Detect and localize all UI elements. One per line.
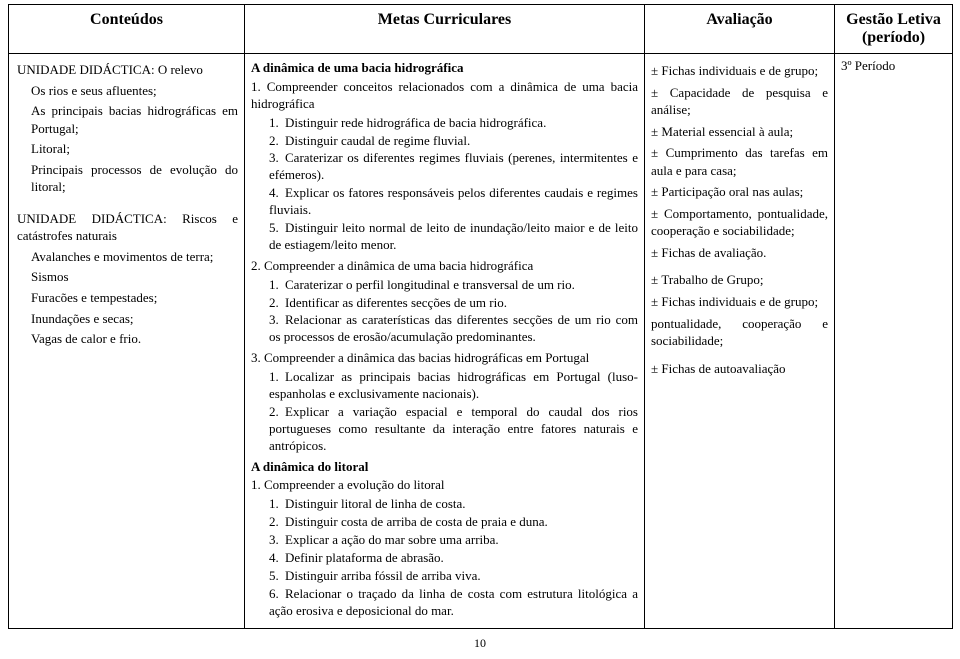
list-item: 3.Relacionar as caraterísticas das difer… xyxy=(269,312,638,346)
aval-item: pontualidade, cooperação e sociabilidade… xyxy=(651,315,828,350)
list-item: 2.Explicar a variação espacial e tempora… xyxy=(269,404,638,455)
header-conteudos: Conteúdos xyxy=(9,5,245,54)
aval-item: ± Comportamento, pontualidade, cooperaçã… xyxy=(651,205,828,240)
bullet-icon: ± xyxy=(651,85,658,100)
list-text: Caraterizar os diferentes regimes fluvia… xyxy=(269,150,638,182)
list-item: Litoral; xyxy=(17,140,238,158)
aval-text: Fichas de avaliação. xyxy=(661,245,766,260)
sublist: 1.Distinguir litoral de linha de costa. … xyxy=(251,496,638,619)
cell-avaliacao: ± Fichas individuais e de grupo; ± Capac… xyxy=(645,54,835,629)
list-text: Localizar as principais bacias hidrográf… xyxy=(269,369,638,401)
list-item: 1.Distinguir rede hidrográfica de bacia … xyxy=(269,115,638,132)
list-text: Distinguir arriba fóssil de arriba viva. xyxy=(285,568,481,583)
list-item: 6.Relacionar o traçado da linha de costa… xyxy=(269,586,638,620)
section-intro: 1. Compreender a evolução do litoral xyxy=(251,477,638,494)
list-item: 1.Caraterizar o perfil longitudinal e tr… xyxy=(269,277,638,294)
list-item: Inundações e secas; xyxy=(17,310,238,328)
table-header-row: Conteúdos Metas Curriculares Avaliação G… xyxy=(9,5,953,54)
bullet-icon: ± xyxy=(651,145,658,160)
list-text: Distinguir caudal de regime fluvial. xyxy=(285,133,470,148)
aval-text: Fichas de autoavaliação xyxy=(661,361,785,376)
aval-item: ± Fichas de avaliação. xyxy=(651,244,828,262)
section-intro: 2. Compreender a dinâmica de uma bacia h… xyxy=(251,258,638,275)
cell-metas: A dinâmica de uma bacia hidrográfica 1. … xyxy=(245,54,645,629)
aval-item: ± Fichas individuais e de grupo; xyxy=(651,293,828,311)
list-text: Distinguir leito normal de leito de inun… xyxy=(269,220,638,252)
periodo: 3º Período xyxy=(841,58,946,74)
list-item: 2.Distinguir caudal de regime fluvial. xyxy=(269,133,638,150)
list-text: Distinguir costa de arriba de costa de p… xyxy=(285,514,548,529)
bullet-icon: ± xyxy=(651,63,658,78)
bullet-icon: ± xyxy=(651,184,658,199)
list-text: Identificar as diferentes secções de um … xyxy=(285,295,507,310)
aval-item: ± Fichas de autoavaliação xyxy=(651,360,828,378)
list-item: 1.Distinguir litoral de linha de costa. xyxy=(269,496,638,513)
list-item: 4.Definir plataforma de abrasão. xyxy=(269,550,638,567)
cell-conteudos: UNIDADE DIDÁCTICA: O relevo Os rios e se… xyxy=(9,54,245,629)
section-title: A dinâmica de uma bacia hidrográfica xyxy=(251,60,638,77)
list-item: 3.Caraterizar os diferentes regimes fluv… xyxy=(269,150,638,184)
list-item: Vagas de calor e frio. xyxy=(17,330,238,348)
aval-text: Material essencial à aula; xyxy=(661,124,793,139)
list-item: 4.Explicar os fatores responsáveis pelos… xyxy=(269,185,638,219)
list-item: Furacões e tempestades; xyxy=(17,289,238,307)
list-item: Os rios e seus afluentes; xyxy=(17,82,238,100)
bullet-icon: ± xyxy=(651,245,658,260)
list-item: Sismos xyxy=(17,268,238,286)
page-number: 10 xyxy=(0,636,960,651)
aval-item: ± Fichas individuais e de grupo; xyxy=(651,62,828,80)
bullet-icon: ± xyxy=(651,294,658,309)
aval-text: Trabalho de Grupo; xyxy=(661,272,763,287)
list-text: Distinguir litoral de linha de costa. xyxy=(285,496,466,511)
sublist: 1.Localizar as principais bacias hidrogr… xyxy=(251,369,638,454)
list-item: 3.Explicar a ação do mar sobre uma arrib… xyxy=(269,532,638,549)
list-item: 1.Localizar as principais bacias hidrogr… xyxy=(269,369,638,403)
aval-text: Capacidade de pesquisa e análise; xyxy=(651,85,828,118)
aval-item: ± Cumprimento das tarefas em aula e para… xyxy=(651,144,828,179)
section-title: A dinâmica do litoral xyxy=(251,459,638,476)
bullet-icon: ± xyxy=(651,361,658,376)
list-text: Relacionar o traçado da linha de costa c… xyxy=(269,586,638,618)
section-intro: 3. Compreender a dinâmica das bacias hid… xyxy=(251,350,638,367)
bullet-icon: ± xyxy=(651,124,658,139)
table-row: UNIDADE DIDÁCTICA: O relevo Os rios e se… xyxy=(9,54,953,629)
list-text: Definir plataforma de abrasão. xyxy=(285,550,444,565)
aval-text: Fichas individuais e de grupo; xyxy=(661,294,818,309)
list-item: Principais processos de evolução do lito… xyxy=(17,161,238,196)
list-item: As principais bacias hidrográficas em Po… xyxy=(17,102,238,137)
unit1-title: UNIDADE DIDÁCTICA: O relevo xyxy=(17,61,238,79)
list-item: 5.Distinguir arriba fóssil de arriba viv… xyxy=(269,568,638,585)
aval-text: Cumprimento das tarefas em aula e para c… xyxy=(651,145,828,178)
list-text: Explicar os fatores responsáveis pelos d… xyxy=(269,185,638,217)
cell-gestao: 3º Período xyxy=(835,54,953,629)
list-text: Explicar a variação espacial e temporal … xyxy=(269,404,638,453)
list-item: 2.Identificar as diferentes secções de u… xyxy=(269,295,638,312)
aval-text: Comportamento, pontualidade, cooperação … xyxy=(651,206,828,239)
bullet-icon: ± xyxy=(651,206,658,221)
unit2-title: UNIDADE DIDÁCTICA: Riscos e catástrofes … xyxy=(17,210,238,245)
list-text: Relacionar as caraterísticas das diferen… xyxy=(269,312,638,344)
aval-text: Fichas individuais e de grupo; xyxy=(661,63,818,78)
aval-item: ± Participação oral nas aulas; xyxy=(651,183,828,201)
list-item: 5.Distinguir leito normal de leito de in… xyxy=(269,220,638,254)
aval-item: ± Trabalho de Grupo; xyxy=(651,271,828,289)
sublist: 1.Caraterizar o perfil longitudinal e tr… xyxy=(251,277,638,347)
list-text: Explicar a ação do mar sobre uma arriba. xyxy=(285,532,499,547)
list-item: Avalanches e movimentos de terra; xyxy=(17,248,238,266)
header-gestao: Gestão Letiva (período) xyxy=(835,5,953,54)
header-avaliacao: Avaliação xyxy=(645,5,835,54)
aval-text: Participação oral nas aulas; xyxy=(661,184,803,199)
bullet-icon: ± xyxy=(651,272,658,287)
sublist: 1.Distinguir rede hidrográfica de bacia … xyxy=(251,115,638,254)
list-text: Distinguir rede hidrográfica de bacia hi… xyxy=(285,115,546,130)
header-metas: Metas Curriculares xyxy=(245,5,645,54)
section-intro: 1. Compreender conceitos relacionados co… xyxy=(251,79,638,113)
list-text: Caraterizar o perfil longitudinal e tran… xyxy=(285,277,575,292)
curriculum-table: Conteúdos Metas Curriculares Avaliação G… xyxy=(8,4,953,629)
aval-item: ± Material essencial à aula; xyxy=(651,123,828,141)
aval-item: ± Capacidade de pesquisa e análise; xyxy=(651,84,828,119)
list-item: 2.Distinguir costa de arriba de costa de… xyxy=(269,514,638,531)
